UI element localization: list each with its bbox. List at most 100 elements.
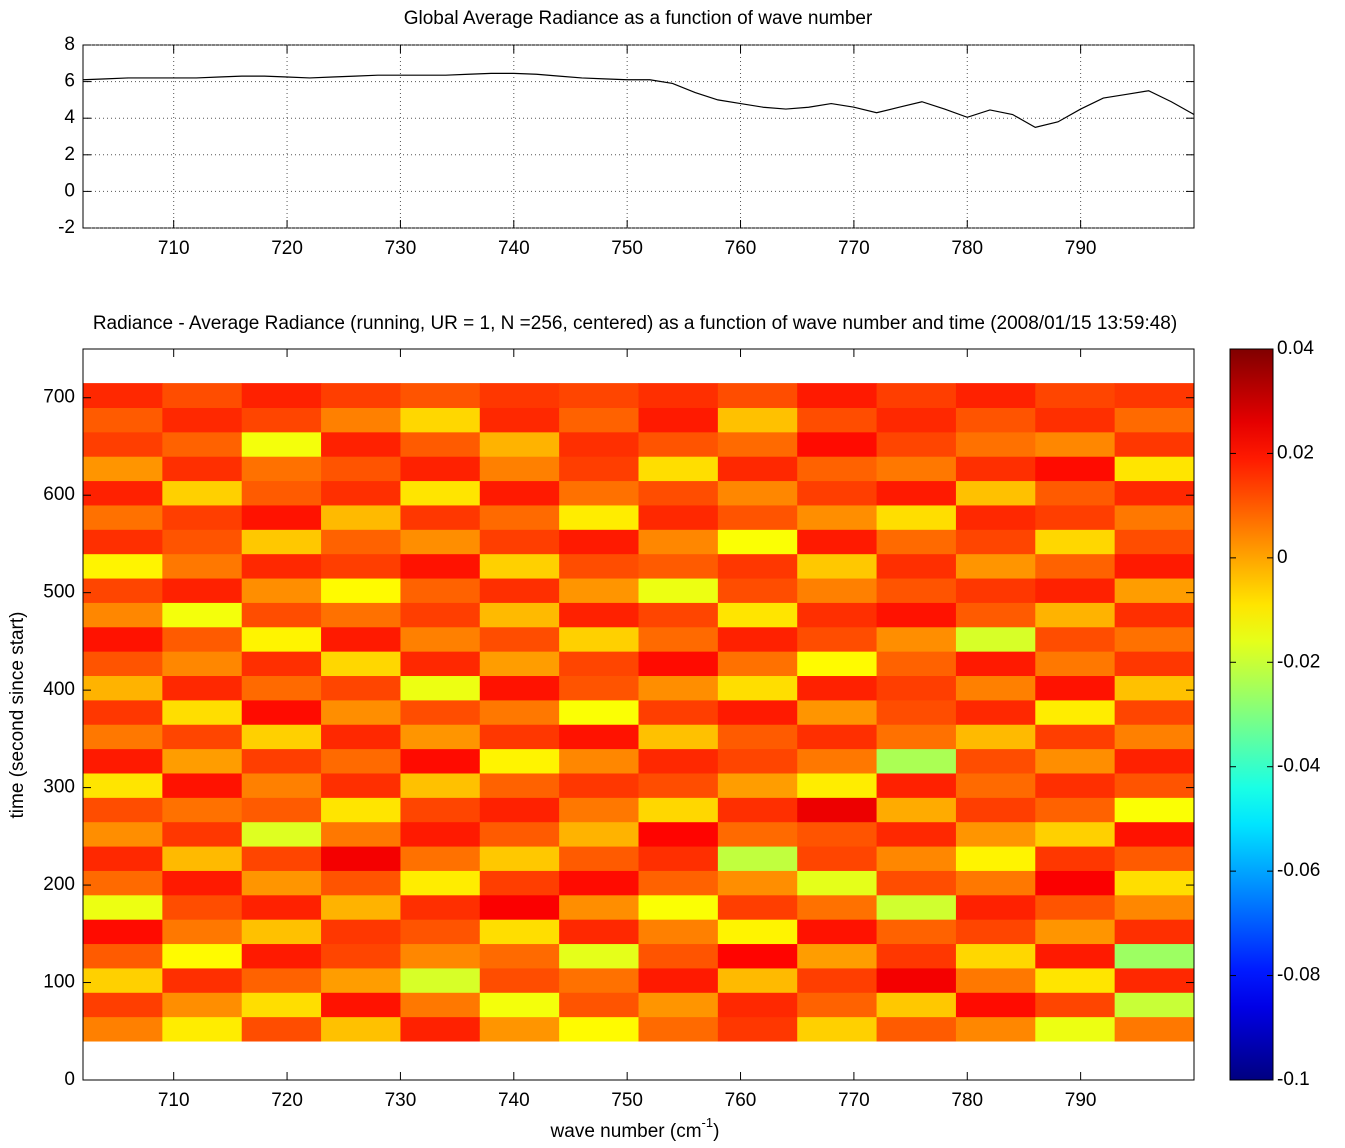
heatmap-cell [479, 724, 560, 750]
x-tick-label: 780 [951, 238, 983, 259]
heatmap-cell [638, 383, 719, 408]
heatmap-cell [400, 431, 481, 457]
heatmap-cell [1114, 724, 1195, 750]
heatmap-cell [83, 943, 163, 969]
heatmap-cell [400, 407, 481, 433]
heatmap-cell [717, 675, 798, 701]
heatmap-cell [1035, 846, 1116, 871]
heatmap-cell [83, 870, 163, 896]
heatmap-cell [638, 407, 719, 433]
heatmap-cell [797, 748, 878, 774]
y-tick-label: 700 [43, 387, 75, 408]
heatmap-cell [955, 967, 1036, 993]
heatmap-cell [638, 772, 719, 798]
heatmap-cell [1114, 431, 1195, 457]
heatmap-cell [717, 626, 798, 652]
colorbar-tick-label: -0.04 [1277, 756, 1321, 777]
heatmap-cell [400, 675, 481, 701]
colorbar-tick-label: -0.1 [1277, 1069, 1310, 1090]
heatmap-cell [479, 431, 560, 457]
heatmap-cell [559, 578, 639, 603]
heatmap-cell [797, 383, 878, 408]
heatmap-cell [241, 529, 322, 555]
heatmap-cell [717, 870, 798, 896]
heatmap-cell [1035, 943, 1116, 969]
heatmap-cell [400, 602, 481, 628]
x-tick-label: 750 [611, 238, 643, 259]
heatmap-cell [162, 821, 243, 847]
heatmap-cell [955, 431, 1036, 457]
heatmap-cell [400, 651, 481, 677]
heatmap-cell [955, 821, 1036, 847]
heatmap-cell [1035, 675, 1116, 701]
heatmap-cell [559, 626, 639, 652]
heatmap-cell [479, 821, 560, 847]
heatmap-cell [321, 797, 401, 823]
heatmap-cell [797, 894, 878, 920]
heatmap-cell [876, 846, 957, 871]
heatmap-cell [1114, 870, 1195, 896]
heatmap-cell [321, 772, 401, 798]
heatmap-cell [876, 651, 957, 677]
heatmap-cell [717, 651, 798, 677]
heatmap-cell [321, 943, 401, 969]
heatmap-cell [559, 748, 639, 774]
x-tick-label: 730 [385, 238, 417, 259]
heatmap-cell [1114, 407, 1195, 433]
x-tick-label: 710 [158, 1090, 190, 1111]
heatmap-cell [241, 675, 322, 701]
heatmap-cell [321, 992, 401, 1018]
heatmap-cell [717, 772, 798, 798]
heatmap-cell [241, 504, 322, 530]
heatmap-cell [638, 1016, 719, 1042]
heatmap-cell [876, 821, 957, 847]
heatmap-cell [797, 724, 878, 750]
heatmap-cell [162, 480, 243, 506]
heatmap-cell [479, 456, 560, 482]
heatmap-cell [955, 748, 1036, 774]
heatmap-cell [400, 894, 481, 920]
heatmap-cell [955, 919, 1036, 945]
heatmap-cell [559, 699, 639, 725]
heatmap-cell [1114, 894, 1195, 920]
heatmap-cell [321, 407, 401, 433]
heatmap-cell [1035, 431, 1116, 457]
heatmap-cell [559, 553, 639, 579]
heatmap-cell [400, 772, 481, 798]
heatmap-cell [559, 772, 639, 798]
heatmap-cell [638, 504, 719, 530]
heatmap-cell [876, 772, 957, 798]
heatmap-cell [162, 431, 243, 457]
heatmap-cell [955, 772, 1036, 798]
heatmap-cell [717, 383, 798, 408]
heatmap-cell [479, 870, 560, 896]
heatmap-cell [241, 748, 322, 774]
heatmap-cell [1114, 602, 1195, 628]
heatmap-cell [1035, 919, 1116, 945]
heatmap-cell [797, 651, 878, 677]
heatmap-cell [876, 626, 957, 652]
heatmap-cell [321, 675, 401, 701]
heatmap-cell [638, 821, 719, 847]
heatmap-cell [83, 772, 163, 798]
heatmap-cell [1114, 553, 1195, 579]
heatmap-cell [955, 724, 1036, 750]
heatmap-cell [400, 992, 481, 1018]
heatmap-cell [241, 894, 322, 920]
heatmap-cell [321, 870, 401, 896]
x-tick-label: 750 [611, 1090, 643, 1111]
heatmap-cell [479, 651, 560, 677]
heatmap-cell [1114, 504, 1195, 530]
heatmap-cell [321, 1016, 401, 1042]
heatmap-cell [162, 675, 243, 701]
heatmap-cell [717, 553, 798, 579]
heatmap-cell [83, 797, 163, 823]
x-tick-label: 720 [271, 1090, 303, 1111]
heatmap-cell [717, 919, 798, 945]
heatmap-cell [241, 456, 322, 482]
heatmap-cell [638, 967, 719, 993]
heatmap-cell [1114, 821, 1195, 847]
heatmap-cell [1035, 699, 1116, 725]
colorbar-tick-label: -0.02 [1277, 651, 1320, 672]
